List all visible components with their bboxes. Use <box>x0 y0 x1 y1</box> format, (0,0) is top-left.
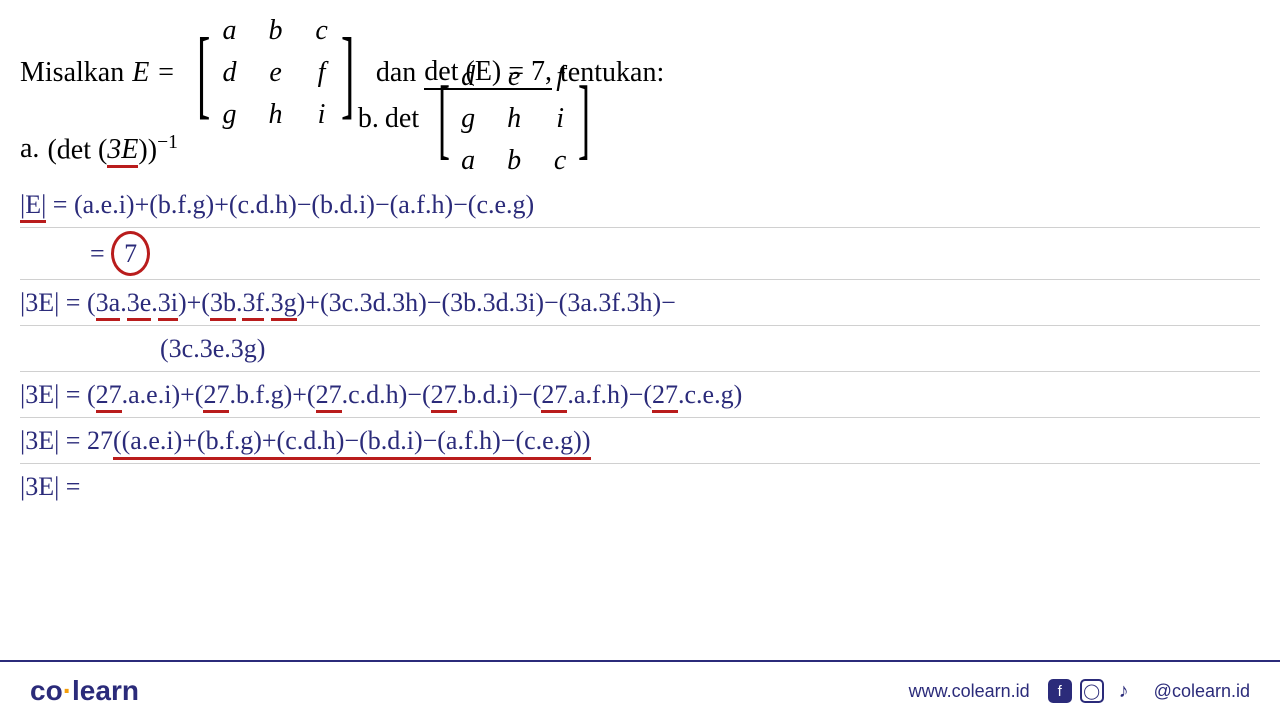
cell: c <box>313 15 331 47</box>
logo-co: co <box>30 675 63 706</box>
hw-lhs-e: |E| <box>20 190 46 223</box>
tiktok-icon: ♪ <box>1112 679 1136 703</box>
matrix-e-body: a b c d e f g h i <box>221 15 331 131</box>
hw-line-6: |3E| = <box>20 464 1260 509</box>
logo-dot: · <box>63 675 72 706</box>
hw-l3-t9: 3f <box>242 288 264 321</box>
hw-l3-t4: . <box>151 288 158 317</box>
cell: f <box>313 57 331 89</box>
bracket-right-icon: ] <box>578 83 590 155</box>
hw-line-3: |3E| = (3a.3e.3i)+(3b.3f.3g)+(3c.3d.3h)−… <box>20 280 1260 326</box>
bracket-left-icon: [ <box>438 83 450 155</box>
matrix-b: [ d e f g h i a b c ] <box>429 61 599 177</box>
hw-line-4: |3E| = (27.a.e.i)+(27.b.f.g)+(27.c.d.h)−… <box>20 372 1260 418</box>
cell: a <box>221 15 239 47</box>
cell: h <box>267 99 285 131</box>
hw-3e-lhs: |3E| = <box>20 288 80 317</box>
footer-right: www.colearn.id f ◯ ♪ @colearn.id <box>909 679 1250 703</box>
hw-l4-lhs: |3E| = <box>20 380 87 409</box>
website-url: www.colearn.id <box>909 681 1030 702</box>
cell: g <box>459 103 477 135</box>
hw-l5-group: ((a.e.i)+(b.f.g)+(c.d.h)−(b.d.i)−(a.f.h)… <box>113 426 591 460</box>
hw-l3-t10: . <box>264 288 271 317</box>
footer: co·learn www.colearn.id f ◯ ♪ @colearn.i… <box>0 660 1280 720</box>
cell: e <box>267 57 285 89</box>
hw-l3-t5: 3i <box>158 288 178 321</box>
hw-l4-terms: (27.a.e.i)+(27.b.f.g)+(27.c.d.h)−(27.b.d… <box>87 380 742 413</box>
hw-l3-t1: 3a <box>96 288 121 321</box>
cell: i <box>551 103 569 135</box>
matrix-e: [ a b c d e f g h i ] <box>187 15 364 131</box>
cell: i <box>313 99 331 131</box>
question-a: a. (det (3E))−1 <box>20 61 178 177</box>
cell: h <box>505 103 523 135</box>
logo: co·learn <box>30 675 139 707</box>
question-b: b. det [ d e f g h i a b c <box>358 61 603 177</box>
qa-pre: (det ( <box>47 134 107 165</box>
social-handle: @colearn.id <box>1154 681 1250 702</box>
handwriting-area: |E| = (a.e.i)+(b.f.g)+(c.d.h)−(b.d.i)−(a… <box>0 177 1280 514</box>
social-icons: f ◯ ♪ <box>1048 679 1136 703</box>
hw-eq: = <box>90 239 105 268</box>
cell: g <box>221 99 239 131</box>
bracket-left-icon: [ <box>197 33 210 113</box>
qa-post: )) <box>138 134 157 165</box>
hw-l5-lhs: |3E| = 27 <box>20 426 113 455</box>
hw-line-2: = 7 <box>20 228 1260 280</box>
qb-det: det <box>385 103 419 135</box>
hw-l3-t7: 3b <box>210 288 236 321</box>
hw-l3-t2: . <box>120 288 127 317</box>
hw-l3-t11: 3g <box>271 288 297 321</box>
logo-learn: learn <box>72 675 139 706</box>
cell: f <box>551 61 569 93</box>
qb-label: b. <box>358 103 379 135</box>
hw-l3-t3: 3e <box>127 288 152 321</box>
qa-exp: −1 <box>157 132 178 153</box>
cell: c <box>551 145 569 177</box>
instagram-icon: ◯ <box>1080 679 1104 703</box>
hw-l6: |3E| = <box>20 472 80 501</box>
hw-line-1: |E| = (a.e.i)+(b.f.g)+(c.d.h)−(b.d.i)−(a… <box>20 182 1260 228</box>
cell: e <box>505 61 523 93</box>
cell: b <box>267 15 285 47</box>
cell: d <box>459 61 477 93</box>
hw-line-5: |3E| = 27((a.e.i)+(b.f.g)+(c.d.h)−(b.d.i… <box>20 418 1260 464</box>
bracket-right-icon: ] <box>341 33 354 113</box>
hw-l3-t6: )+( <box>178 288 210 317</box>
hw-l3-t12: )+(3c.3d.3h)−(3b.3d.3i)−(3a.3f.3h)− <box>297 288 676 317</box>
hw-circled-7: 7 <box>111 231 150 276</box>
hw-rhs-1: = (a.e.i)+(b.f.g)+(c.d.h)−(b.d.i)−(a.f.h… <box>53 190 534 219</box>
cell: d <box>221 57 239 89</box>
matrix-b-body: d e f g h i a b c <box>459 61 569 177</box>
qa-3e: 3E <box>107 134 138 168</box>
hw-line-3b: (3c.3e.3g) <box>20 326 1260 372</box>
qa-label: a. <box>20 133 39 165</box>
hw-l3-t0: ( <box>87 288 96 317</box>
hw-l3-cont: (3c.3e.3g) <box>160 334 265 363</box>
facebook-icon: f <box>1048 679 1072 703</box>
cell: b <box>505 145 523 177</box>
cell: a <box>459 145 477 177</box>
